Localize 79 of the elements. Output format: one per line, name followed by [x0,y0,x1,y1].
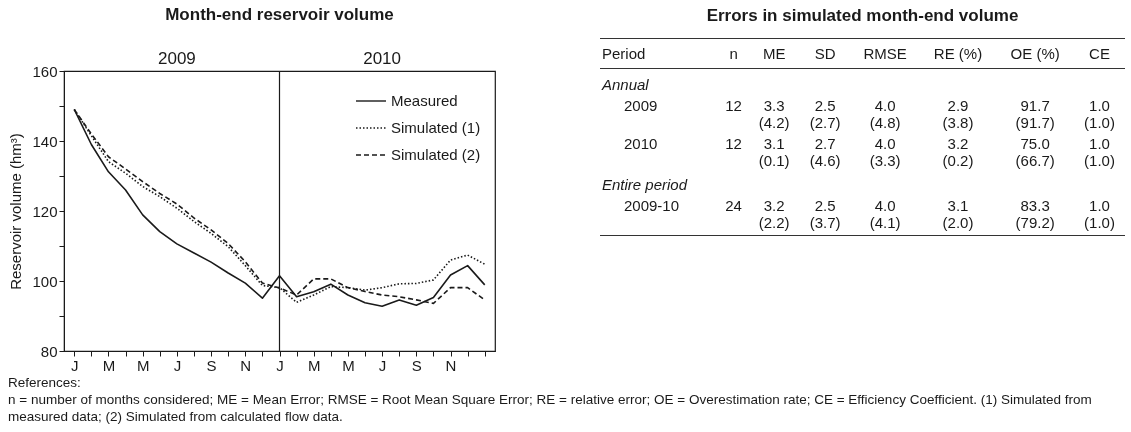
text: (79.2) [996,214,1074,236]
text: (1.0) [1083,114,1116,131]
text: 24 [724,196,743,214]
legend-label: Measured [391,92,458,109]
text: (2.0) [919,214,997,236]
text: 1.0 [1088,196,1111,214]
text: 12 [724,96,743,114]
text: (3.8) [941,114,975,131]
x-tick-label: M [342,356,355,374]
text: 91.7 [1019,96,1051,114]
text: (4.6) [808,152,842,169]
text: 2.5 [813,96,837,114]
legend-label: Simulated (2) [391,146,481,163]
text: References: [8,374,82,391]
text: (91.7) [1014,114,1056,131]
x-tick-label: J [71,356,79,374]
text: 2010 [363,49,402,68]
text: 83.3 [1019,196,1051,214]
text: (0.1) [757,152,791,169]
x-tick-label: M [136,356,150,374]
x-tick-label: J [173,356,182,374]
x-tick-label: N [445,356,457,374]
text: 3.3 [762,96,786,114]
legend-label: Simulated (1) [391,119,481,136]
x-tick-label: M [102,356,116,374]
y-tick-label: 80 [40,342,58,360]
text: 2.9 [946,96,970,114]
text: SD [799,38,851,69]
chart-title: Month-end reservoir volume [165,5,394,24]
text: Period [600,38,719,69]
text: 4.0 [873,96,897,114]
y-tick-label: 140 [32,132,58,150]
text: 3.2 [946,134,970,152]
text: 4.0 [873,196,897,214]
text: (2.2) [748,214,800,236]
text: (4.1) [850,214,920,236]
text: 2.5 [813,196,837,214]
text: n = number of months considered; ME = Mean Error; RMSE = Root Mean Square Error; RE = relative error; OE = Overestimation rate; CE = Efficiency Coefficient. (1) Simulated from measured data; (2) Simulated from calculated flow data. [8,391,1093,425]
text: 3.1 [946,196,970,214]
text: (3.7) [799,214,851,236]
text: (3.3) [868,152,902,169]
text: n [718,38,749,69]
text: (66.7) [1014,152,1056,169]
text: 2009-10 [623,196,681,214]
y-tick-label: 120 [32,202,58,220]
x-tick-label: S [206,356,217,374]
y-tick-label: 100 [32,272,58,290]
text: ME [748,38,800,69]
text: 3.2 [762,196,786,214]
x-tick-label: J [276,356,284,374]
x-tick-label: J [378,356,387,374]
text: 75.0 [1019,134,1051,152]
x-tick-label: M [307,356,321,374]
text: 2.7 [813,134,837,152]
text: RMSE [850,38,920,69]
text: 4.0 [873,134,897,152]
text: (4.2) [757,114,791,131]
text: 2009 [623,96,659,114]
y-tick-label: 160 [32,62,58,80]
text: 2009 [157,49,196,68]
text: 1.0 [1088,96,1111,114]
text: RE (%) [919,38,997,69]
text: OE (%) [996,38,1074,69]
x-tick-label: N [240,356,252,374]
text: 12 [724,134,743,152]
text: 1.0 [1088,134,1111,152]
text: Annual [600,75,650,93]
text: 3.1 [762,134,786,152]
text: (1.0) [1074,214,1125,236]
text: (0.2) [941,152,975,169]
text: CE [1074,38,1125,69]
text: Errors in simulated month-end volume [705,6,1020,26]
text: 2010 [623,134,659,152]
y-axis-title: Reservoir volume (hm³) [7,133,25,290]
text: (2.7) [808,114,842,131]
text: (1.0) [1083,152,1116,169]
text: Entire period [601,175,689,193]
text: (4.8) [868,114,902,131]
x-tick-label: S [411,356,422,374]
